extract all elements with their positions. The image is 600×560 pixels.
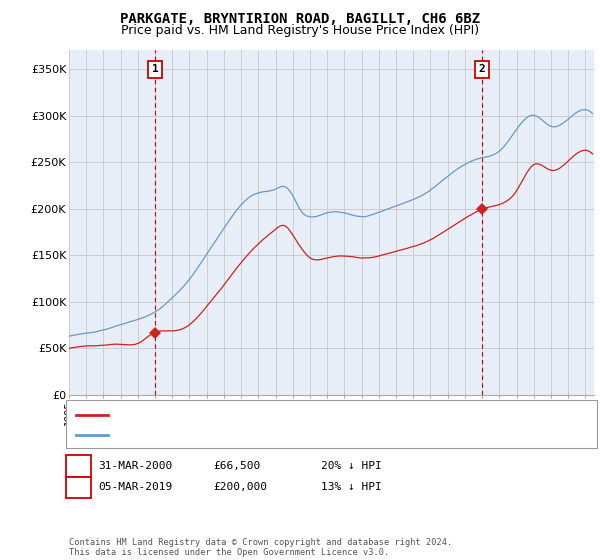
Text: 1: 1 — [152, 64, 158, 74]
Text: 05-MAR-2019: 05-MAR-2019 — [98, 482, 172, 492]
Text: 20% ↓ HPI: 20% ↓ HPI — [321, 461, 382, 471]
Text: 31-MAR-2000: 31-MAR-2000 — [98, 461, 172, 471]
Text: Price paid vs. HM Land Registry's House Price Index (HPI): Price paid vs. HM Land Registry's House … — [121, 24, 479, 36]
Text: 2: 2 — [75, 482, 82, 492]
Text: PARKGATE, BRYNTIRION ROAD, BAGILLT, CH6 6BZ (detached house): PARKGATE, BRYNTIRION ROAD, BAGILLT, CH6 … — [112, 410, 465, 420]
Text: PARKGATE, BRYNTIRION ROAD, BAGILLT, CH6 6BZ: PARKGATE, BRYNTIRION ROAD, BAGILLT, CH6 … — [120, 12, 480, 26]
Text: 2: 2 — [479, 64, 485, 74]
Text: £200,000: £200,000 — [213, 482, 267, 492]
Text: £66,500: £66,500 — [213, 461, 260, 471]
Text: 13% ↓ HPI: 13% ↓ HPI — [321, 482, 382, 492]
Text: HPI: Average price, detached house, Flintshire: HPI: Average price, detached house, Flin… — [112, 430, 382, 440]
Text: Contains HM Land Registry data © Crown copyright and database right 2024.
This d: Contains HM Land Registry data © Crown c… — [69, 538, 452, 557]
Text: 1: 1 — [75, 461, 82, 471]
